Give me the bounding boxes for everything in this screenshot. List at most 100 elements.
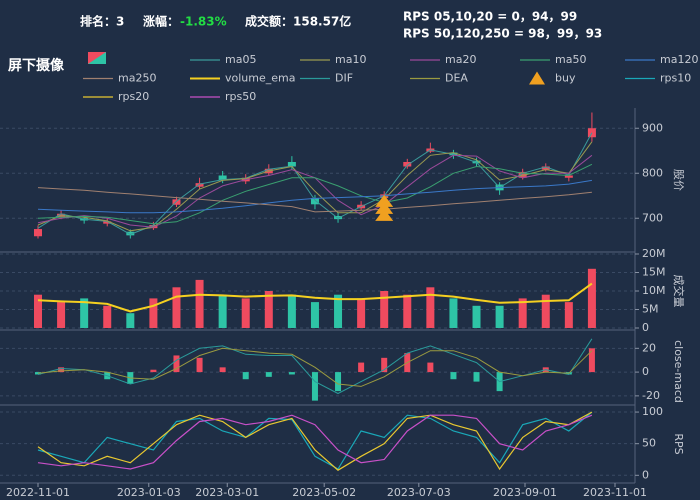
legend-label: ma05 [225,53,256,66]
y-axis-title: 成交量 [672,275,686,308]
candle-body [149,225,158,229]
macd-bar [58,367,65,373]
volume-bar [103,305,112,328]
macd-bar [242,372,249,380]
volume-bar [195,279,204,328]
volume-bar [287,294,296,328]
series-line [37,414,593,470]
rps-long: RPS 50,120,250 = 98，99，93 [403,27,602,41]
y-tick-label: -20 [642,389,660,402]
volume-bar [126,313,135,328]
candle-body [126,231,135,236]
x-tick-label: 2023-03-01 [195,486,259,499]
candle-body [218,175,227,181]
candle-body [334,216,343,220]
legend-label: buy [555,72,576,85]
y-tick-label: 900 [642,121,663,134]
legend-label: rps10 [660,72,691,85]
legend-candle-icon [88,52,106,64]
y-tick-label: 20M [642,247,666,260]
legend-label: ma20 [445,53,476,66]
y-tick-label: 0 [642,365,649,378]
y-axis-title: RPS [672,433,685,454]
change: -1.83% [180,15,227,29]
volume-bar [80,298,89,328]
series-line [37,179,592,214]
y-tick-label: 100 [642,405,663,418]
macd-bar [311,372,318,401]
volume-bar [380,291,389,328]
x-tick-label: 2022-11-01 [6,486,70,499]
legend-label: rps50 [225,90,256,103]
volume-bar [310,302,319,328]
rank: 排名：3 [80,14,124,29]
volume-bar [472,305,481,328]
volume-bar [495,305,504,328]
candle-body [310,198,319,205]
macd-bar [427,362,434,373]
legend-label: volume_ema [225,72,295,85]
candle-body [172,199,181,205]
candle-body [587,128,596,138]
macd-bar [335,372,342,392]
series-line [37,338,593,395]
volume-bar [172,287,181,328]
y-tick-label: 15M [642,266,666,279]
y-tick-label: 0 [642,321,649,334]
macd-bar [588,348,595,373]
volume-bar [149,298,158,328]
y-tick-label: 10M [642,284,666,297]
series-line [37,411,593,471]
volume-bar [264,291,273,328]
y-tick-label: 50 [642,437,656,450]
macd-bar [196,357,203,373]
change-label: 涨幅： [143,14,179,29]
macd-bar [219,367,226,373]
macd-bar [288,372,295,375]
volume-bar [564,302,573,328]
volume-bar [34,294,42,328]
volume-bar [518,298,527,328]
candle-body [34,229,42,237]
volume-bar [541,294,550,328]
candle-body [541,166,550,170]
legend-label: ma250 [118,72,156,85]
legend-label: DIF [335,72,353,85]
macd-bar [150,369,157,373]
series-line [37,282,593,313]
sector: 屏下摄像 [8,57,65,74]
legend-label: ma50 [555,53,586,66]
volume-bar [587,268,596,328]
y-tick-label: 0 [642,468,649,481]
rps-short: RPS 05,10,20 = 0，94，99 [403,10,577,24]
macd-bar [473,372,480,382]
buy-marker [375,194,394,221]
volume-bar [449,298,458,328]
y-tick-label: 20 [642,341,656,354]
series-line [37,411,593,470]
volume-bar [403,294,412,328]
volume-bar [57,302,66,328]
series-line [37,163,593,225]
volume-bar [426,287,435,328]
macd-bar [173,355,180,373]
series-line [37,347,593,387]
legend-label: ma10 [335,53,366,66]
series-line [37,187,592,213]
y-axis-title: close-macd [672,340,685,403]
candle-body [195,183,204,187]
legend-label: DEA [445,72,468,85]
y-tick-label: 5M [642,303,659,316]
macd-bar [358,362,365,373]
volume-bar [357,298,366,328]
y-tick-label: 700 [642,211,663,224]
candle-body [287,162,296,167]
volume-bar [334,294,343,328]
x-tick-label: 2023-07-03 [387,486,451,499]
turnover: 成交额：158.57亿 [245,14,351,29]
legend-marker [529,71,545,85]
candle-body [103,221,112,224]
macd-bar [265,372,272,377]
x-tick-label: 2023-01-03 [117,486,181,499]
